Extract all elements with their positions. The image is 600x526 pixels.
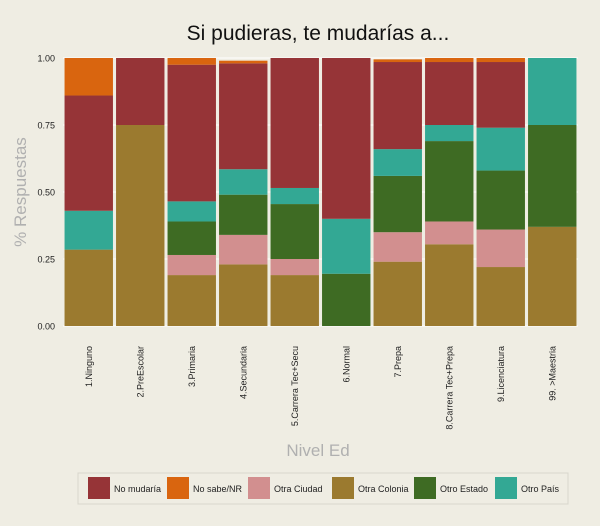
bar-segment: [373, 62, 422, 150]
bar-segment: [322, 273, 371, 326]
x-tick-label: 1.Ninguno: [84, 346, 94, 387]
bar-segment: [270, 259, 319, 276]
x-tick-label: 4.Secundaria: [238, 346, 248, 399]
bar-segment: [167, 254, 216, 276]
bar-segment: [270, 204, 319, 259]
bar-segment: [373, 149, 422, 176]
bar-segment: [425, 125, 474, 142]
x-tick-label: 7.Prepa: [393, 346, 403, 378]
legend-swatch: [414, 477, 436, 499]
legend-swatch: [248, 477, 270, 499]
x-axis-label: Nivel Ed: [286, 441, 349, 460]
bar-segment: [476, 62, 525, 128]
bar-segment: [476, 170, 525, 230]
chart-title: Si pudieras, te mudarías a...: [187, 22, 450, 45]
bar-segment: [116, 58, 165, 125]
bar-segment: [64, 249, 113, 326]
bar-segment: [167, 221, 216, 255]
bar-segment: [116, 125, 165, 326]
x-tick-label: 99. >Maestria: [547, 346, 557, 401]
legend-label: Otro País: [521, 484, 560, 494]
bar-segment: [476, 267, 525, 326]
bar-segment: [425, 221, 474, 245]
y-tick-label: 1.00: [37, 54, 55, 64]
bar-segment: [270, 275, 319, 326]
bar-segment: [373, 59, 422, 63]
legend-swatch: [88, 477, 110, 499]
bar-segment: [167, 64, 216, 202]
legend-swatch: [495, 477, 517, 499]
bar-segment: [219, 169, 268, 195]
bar-segment: [528, 125, 577, 227]
bar-segment: [270, 187, 319, 205]
bar-segment: [425, 62, 474, 125]
bar-segment: [219, 194, 268, 235]
x-tick-label: 5.Carrera Tec+Secu: [290, 346, 300, 426]
legend-swatch: [332, 477, 354, 499]
y-tick-label: 0.00: [37, 322, 55, 332]
bar-segment: [219, 264, 268, 326]
x-tick-label: 8.Carrera Tec+Prepa: [444, 346, 454, 430]
legend-label: No sabe/NR: [193, 484, 243, 494]
y-tick-label: 0.25: [37, 255, 55, 265]
bar-segment: [322, 218, 371, 274]
bar-segment: [219, 60, 268, 64]
bar-segment: [476, 229, 525, 268]
bar-segment: [322, 58, 371, 219]
x-tick-label: 6.Normal: [341, 346, 351, 383]
legend: No mudaría No sabe/NR Otra Ciudad Otra Colo…: [77, 472, 569, 505]
bar-segment: [373, 232, 422, 262]
x-tick-label: 2.PreEscolar: [135, 346, 145, 398]
bar-segment: [425, 244, 474, 326]
bar-segment: [528, 226, 577, 326]
bar-segment: [476, 58, 525, 63]
bar-segment: [219, 63, 268, 170]
bar-segment: [167, 201, 216, 222]
x-tick-label: 9.Licenciatura: [496, 346, 506, 402]
bar-segment: [167, 275, 216, 326]
legend-label: No mudaría: [114, 484, 161, 494]
bar-segment: [270, 58, 319, 188]
bar-segment: [64, 95, 113, 211]
y-axis-label: % Respuestas: [11, 137, 30, 247]
bar-segment: [425, 58, 474, 63]
legend-label: Otra Ciudad: [274, 484, 323, 494]
bar-segment: [476, 127, 525, 171]
x-tick-label: 3.Primaria: [187, 346, 197, 387]
bar-segment: [425, 141, 474, 222]
legend-label: Otra Colonia: [358, 484, 409, 494]
legend-label: Otro Estado: [440, 484, 488, 494]
y-tick-label: 0.75: [37, 121, 55, 131]
bar-segment: [64, 210, 113, 250]
bar-segment: [219, 234, 268, 265]
bar-segment: [373, 175, 422, 233]
legend-box: [77, 472, 569, 505]
y-tick-label: 0.50: [37, 188, 55, 198]
legend-swatch: [167, 477, 189, 499]
bar-segment: [528, 58, 577, 125]
bar-segment: [64, 58, 113, 96]
plot-area: 0.00 0.25 0.50 0.75 1.00 1.Ninguno 2.PreEscola…: [37, 50, 578, 430]
bar-segment: [167, 58, 216, 65]
bar-segment: [373, 261, 422, 326]
